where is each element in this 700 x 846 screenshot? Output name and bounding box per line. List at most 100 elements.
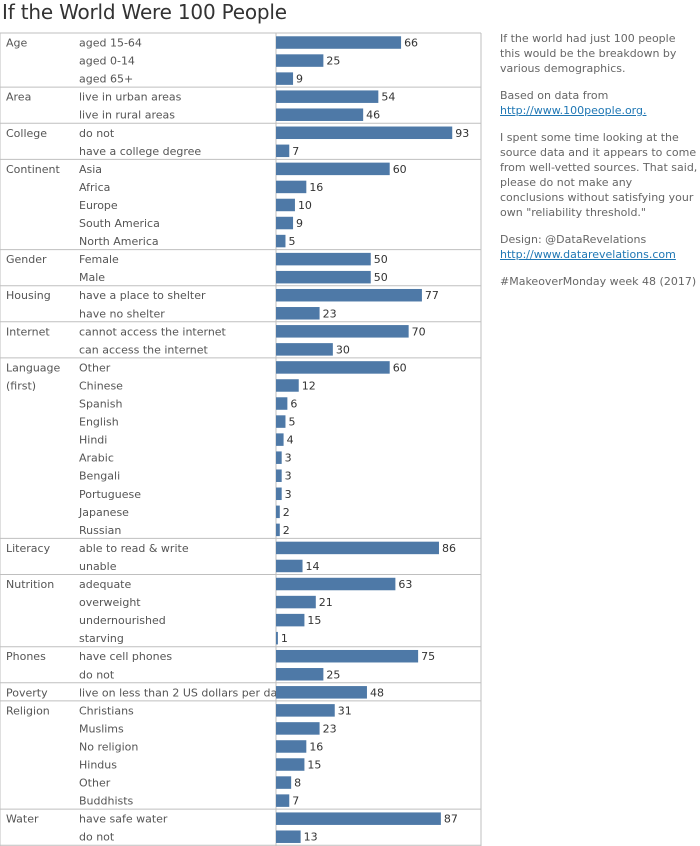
bar	[276, 415, 286, 428]
category-label: Russian	[79, 524, 121, 537]
category-label: Europe	[79, 199, 118, 212]
value-label: 15	[307, 759, 321, 772]
category-label: can access the internet	[79, 343, 209, 356]
bar	[276, 776, 292, 789]
category-label: have a college degree	[79, 145, 201, 158]
group-label: Religion	[6, 704, 50, 717]
value-label: 63	[398, 578, 412, 591]
bar	[276, 812, 441, 825]
bar	[276, 559, 303, 573]
bar	[276, 90, 379, 103]
value-label: 9	[296, 73, 303, 86]
category-label: live on less than 2 US dollars per day	[79, 686, 284, 699]
source-note: Based on data from http://www.100people.…	[500, 88, 698, 118]
group-label: Housing	[6, 289, 51, 302]
bar	[276, 36, 402, 49]
group-label: Phones	[6, 650, 46, 663]
bar	[276, 649, 419, 663]
value-label: 8	[294, 777, 301, 790]
bar	[276, 740, 307, 753]
value-label: 75	[421, 650, 435, 663]
bar	[276, 252, 371, 266]
group-label: Literacy	[6, 542, 51, 555]
bar	[276, 379, 299, 392]
bar	[276, 270, 371, 284]
value-label: 25	[326, 668, 340, 681]
category-label: Arabic	[79, 452, 114, 465]
bar	[276, 307, 320, 320]
value-label: 3	[285, 470, 292, 483]
category-label: Christians	[79, 704, 134, 717]
source-link[interactable]: http://www.100people.org.	[500, 104, 647, 117]
category-label: Male	[79, 271, 105, 284]
category-label: Chinese	[79, 379, 123, 392]
bar	[276, 397, 288, 410]
value-label: 31	[338, 704, 352, 717]
bar	[276, 613, 305, 627]
value-label: 14	[306, 560, 320, 573]
bar	[276, 505, 280, 519]
value-label: 60	[393, 361, 407, 374]
category-label: do not	[79, 668, 115, 681]
bar	[276, 469, 282, 482]
value-label: 1	[281, 632, 288, 645]
category-label: unable	[79, 560, 117, 573]
category-label: cannot access the internet	[79, 325, 227, 338]
bar	[276, 631, 278, 645]
category-label: aged 65+	[79, 73, 133, 86]
bar	[276, 144, 290, 158]
group-label: Internet	[6, 325, 50, 338]
based-on-text: Based on data from	[500, 89, 609, 102]
group-label: Poverty	[6, 686, 48, 699]
value-label: 70	[412, 325, 426, 338]
bar	[276, 108, 364, 121]
bar	[276, 541, 439, 555]
bar	[276, 487, 282, 501]
intro-text: If the world had just 100 people this wo…	[500, 32, 677, 75]
group-label: Age	[6, 37, 28, 50]
bar	[276, 234, 286, 248]
bar	[276, 577, 396, 591]
value-label: 25	[326, 55, 340, 68]
value-label: 77	[425, 289, 439, 302]
design-link[interactable]: http://www.datarevelations.com	[500, 248, 676, 261]
bar	[276, 325, 409, 338]
category-label: Portuguese	[79, 488, 141, 501]
value-label: 23	[323, 722, 337, 735]
group-label: Nutrition	[6, 578, 54, 591]
value-label: 50	[374, 271, 388, 284]
group-label: Area	[6, 91, 31, 104]
bar	[276, 216, 294, 230]
category-label: aged 15-64	[79, 37, 142, 50]
value-label: 23	[323, 307, 337, 320]
category-label: South America	[79, 217, 160, 230]
category-label: able to read & write	[79, 542, 189, 555]
category-label: No religion	[79, 740, 138, 753]
hashtag-text: #MakeoverMonday week 48 (2017)	[500, 275, 697, 288]
value-label: 7	[292, 795, 299, 808]
category-label: overweight	[79, 596, 141, 609]
category-label: Asia	[79, 163, 102, 176]
category-label: Other	[79, 361, 111, 374]
reliability-note: I spent some time looking at the source …	[500, 131, 698, 219]
category-label: Spanish	[79, 398, 122, 411]
category-label: do not	[79, 831, 115, 844]
category-label: have a place to shelter	[79, 289, 206, 302]
bar	[276, 686, 367, 699]
bar	[276, 758, 305, 771]
bar	[276, 523, 280, 537]
value-label: 13	[304, 831, 318, 844]
sidebar-notes: If the world had just 100 people this wo…	[500, 31, 698, 301]
value-label: 46	[366, 109, 380, 122]
value-label: 9	[296, 217, 303, 230]
bar	[276, 595, 316, 609]
category-label: have cell phones	[79, 650, 172, 663]
group-label: Water	[6, 813, 39, 826]
group-label: Continent	[6, 163, 60, 176]
value-label: 6	[290, 398, 297, 411]
category-label: have no shelter	[79, 307, 165, 320]
category-label: aged 0-14	[79, 55, 135, 68]
value-label: 93	[455, 127, 469, 140]
value-label: 4	[287, 434, 294, 447]
